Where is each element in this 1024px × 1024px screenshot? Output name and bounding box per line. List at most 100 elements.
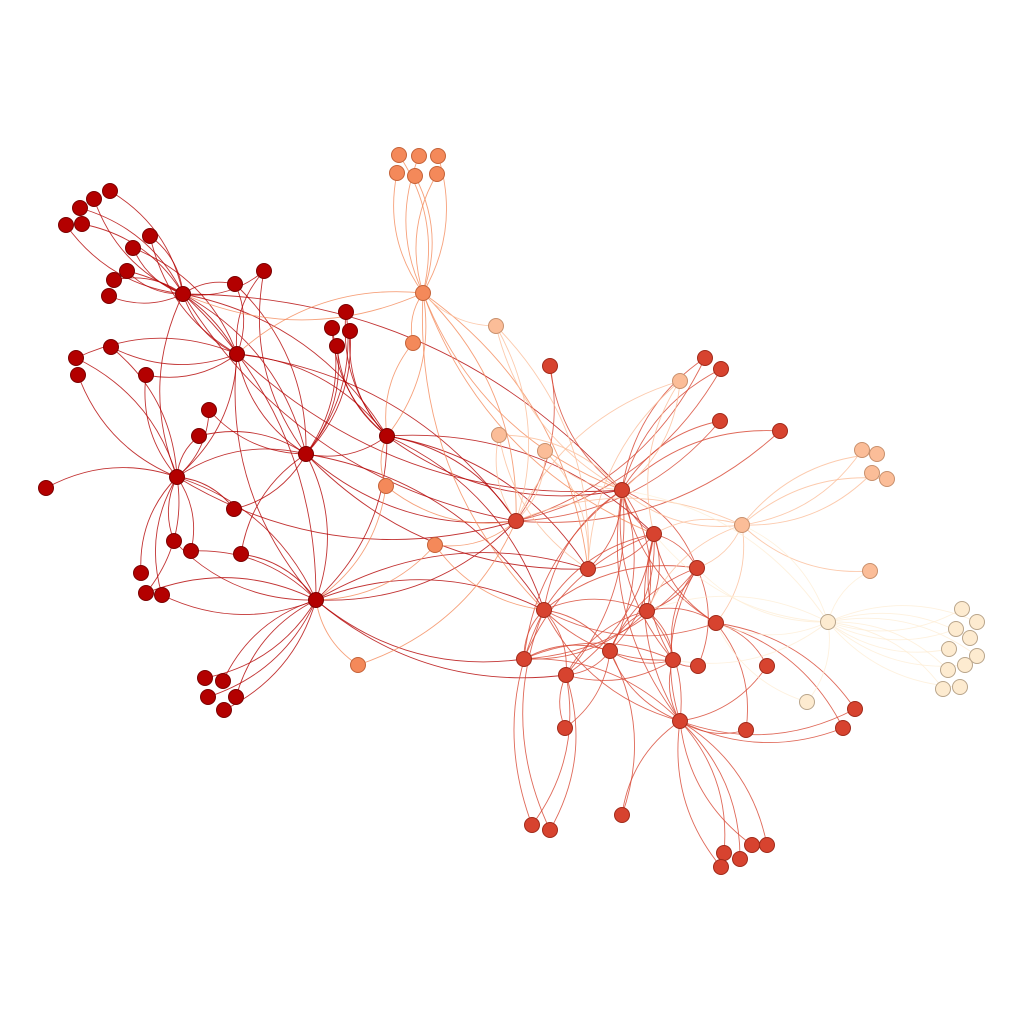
graph-node[interactable] [738, 722, 754, 738]
graph-node[interactable] [772, 423, 788, 439]
graph-node[interactable] [166, 533, 182, 549]
graph-node[interactable] [391, 147, 407, 163]
graph-node[interactable] [106, 272, 122, 288]
graph-node[interactable] [74, 216, 90, 232]
graph-node[interactable] [427, 537, 443, 553]
graph-node[interactable] [713, 859, 729, 875]
graph-node[interactable] [614, 807, 630, 823]
graph-node[interactable] [847, 701, 863, 717]
graph-node[interactable] [342, 323, 358, 339]
graph-node[interactable] [70, 367, 86, 383]
graph-node[interactable] [516, 651, 532, 667]
graph-node[interactable] [941, 641, 957, 657]
graph-node[interactable] [101, 288, 117, 304]
graph-node[interactable] [338, 304, 354, 320]
graph-node[interactable] [690, 658, 706, 674]
graph-node[interactable] [639, 603, 655, 619]
graph-node[interactable] [228, 689, 244, 705]
graph-node[interactable] [672, 713, 688, 729]
graph-node[interactable] [58, 217, 74, 233]
graph-node[interactable] [820, 614, 836, 630]
graph-node[interactable] [491, 427, 507, 443]
graph-node[interactable] [697, 350, 713, 366]
graph-node[interactable] [379, 428, 395, 444]
graph-node[interactable] [935, 681, 951, 697]
graph-node[interactable] [430, 148, 446, 164]
graph-node[interactable] [415, 285, 431, 301]
graph-node[interactable] [488, 318, 504, 334]
graph-node[interactable] [557, 720, 573, 736]
graph-node[interactable] [713, 361, 729, 377]
graph-node[interactable] [256, 263, 272, 279]
graph-node[interactable] [759, 658, 775, 674]
graph-node[interactable] [558, 667, 574, 683]
graph-node[interactable] [169, 469, 185, 485]
graph-node[interactable] [835, 720, 851, 736]
graph-node[interactable] [744, 837, 760, 853]
graph-node[interactable] [734, 517, 750, 533]
graph-node[interactable] [954, 601, 970, 617]
graph-node[interactable] [308, 592, 324, 608]
graph-node[interactable] [508, 513, 524, 529]
graph-node[interactable] [324, 320, 340, 336]
graph-node[interactable] [103, 339, 119, 355]
graph-node[interactable] [948, 621, 964, 637]
graph-node[interactable] [646, 526, 662, 542]
graph-node[interactable] [229, 346, 245, 362]
graph-node[interactable] [689, 560, 705, 576]
graph-node[interactable] [672, 373, 688, 389]
graph-node[interactable] [542, 358, 558, 374]
graph-node[interactable] [86, 191, 102, 207]
graph-node[interactable] [962, 630, 978, 646]
graph-node[interactable] [133, 565, 149, 581]
graph-node[interactable] [879, 471, 895, 487]
graph-node[interactable] [864, 465, 880, 481]
graph-node[interactable] [542, 822, 558, 838]
graph-node[interactable] [197, 670, 213, 686]
graph-node[interactable] [759, 837, 775, 853]
graph-node[interactable] [708, 615, 724, 631]
graph-node[interactable] [580, 561, 596, 577]
graph-node[interactable] [138, 585, 154, 601]
graph-node[interactable] [226, 501, 242, 517]
graph-node[interactable] [712, 413, 728, 429]
graph-node[interactable] [102, 183, 118, 199]
graph-node[interactable] [536, 602, 552, 618]
graph-node[interactable] [665, 652, 681, 668]
graph-node[interactable] [799, 694, 815, 710]
graph-node[interactable] [411, 148, 427, 164]
graph-node[interactable] [233, 546, 249, 562]
graph-node[interactable] [537, 443, 553, 459]
graph-node[interactable] [405, 335, 421, 351]
graph-node[interactable] [969, 648, 985, 664]
graph-node[interactable] [183, 543, 199, 559]
graph-node[interactable] [227, 276, 243, 292]
graph-node[interactable] [389, 165, 405, 181]
graph-node[interactable] [68, 350, 84, 366]
graph-node[interactable] [350, 657, 366, 673]
graph-node[interactable] [138, 367, 154, 383]
graph-node[interactable] [854, 442, 870, 458]
graph-node[interactable] [215, 673, 231, 689]
graph-node[interactable] [940, 662, 956, 678]
graph-node[interactable] [602, 643, 618, 659]
graph-node[interactable] [969, 614, 985, 630]
graph-node[interactable] [119, 263, 135, 279]
graph-node[interactable] [716, 845, 732, 861]
graph-node[interactable] [142, 228, 158, 244]
graph-node[interactable] [72, 200, 88, 216]
graph-node[interactable] [429, 166, 445, 182]
graph-node[interactable] [216, 702, 232, 718]
graph-node[interactable] [524, 817, 540, 833]
graph-node[interactable] [862, 563, 878, 579]
graph-node[interactable] [614, 482, 630, 498]
graph-node[interactable] [200, 689, 216, 705]
graph-node[interactable] [952, 679, 968, 695]
graph-node[interactable] [38, 480, 54, 496]
graph-node[interactable] [378, 478, 394, 494]
graph-node[interactable] [298, 446, 314, 462]
graph-node[interactable] [154, 587, 170, 603]
graph-node[interactable] [957, 657, 973, 673]
graph-node[interactable] [201, 402, 217, 418]
graph-node[interactable] [329, 338, 345, 354]
